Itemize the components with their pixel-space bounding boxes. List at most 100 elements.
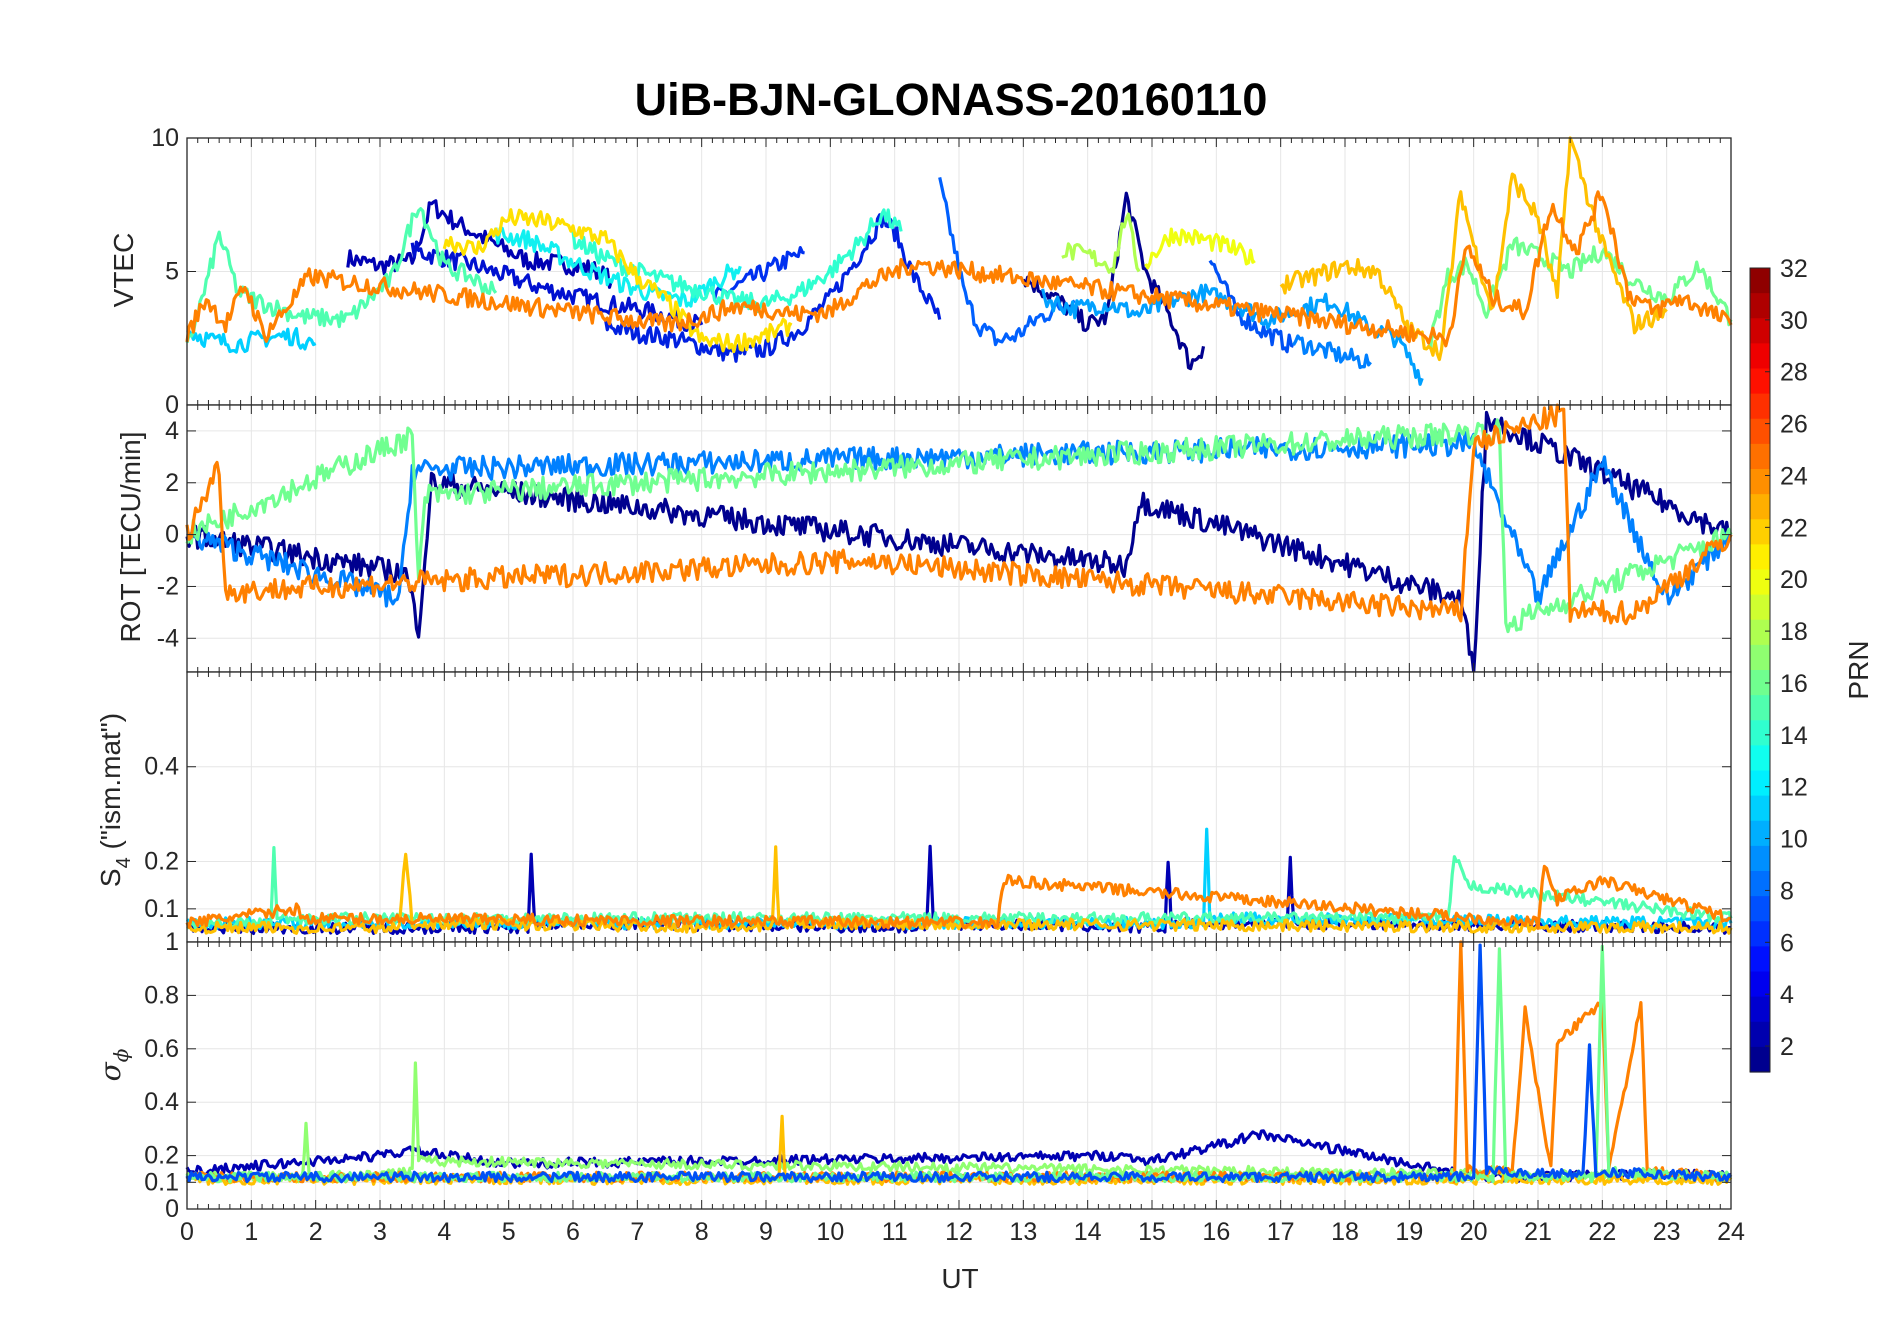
colorbar-segment	[1750, 569, 1770, 596]
x-tick-label: 10	[816, 1218, 844, 1246]
colorbar-segment	[1750, 619, 1770, 646]
vtec-series-prn20	[1144, 227, 1256, 270]
colorbar-tick-label: 14	[1780, 722, 1808, 750]
colorbar-segment	[1750, 1021, 1770, 1048]
vtec-series-prn2	[346, 199, 614, 289]
x-tick-label: 0	[180, 1218, 194, 1246]
s4-ylabel: S4 ("ism.mat")	[95, 713, 135, 887]
colorbar-tick-label: 8	[1780, 877, 1794, 905]
vtec-series-prn21	[442, 208, 793, 354]
x-tick-label: 3	[373, 1218, 387, 1246]
colorbar-segment	[1750, 644, 1770, 671]
colorbar-tick-label: 28	[1780, 359, 1808, 387]
colorbar-segment	[1750, 368, 1770, 395]
colorbar-segment	[1750, 393, 1770, 420]
x-tick-label: 19	[1395, 1218, 1423, 1246]
vtec-series-prn10	[1041, 283, 1424, 386]
x-tick-label: 7	[630, 1218, 644, 1246]
x-tick-label: 9	[759, 1218, 773, 1246]
x-tick-label: 16	[1202, 1218, 1230, 1246]
x-tick-label: 21	[1524, 1218, 1552, 1246]
rot-ytick-label: 0	[165, 521, 179, 549]
colorbar-tick-label: 2	[1780, 1033, 1794, 1061]
x-tick-label: 23	[1653, 1218, 1681, 1246]
s4-series-prn22	[186, 845, 1733, 935]
colorbar-frame	[1749, 267, 1771, 1073]
colorbar-segment	[1750, 544, 1770, 571]
s4-ylabel-sub: 4	[113, 857, 135, 868]
colorbar-segment	[1750, 519, 1770, 545]
colorbar-segment	[1750, 745, 1770, 772]
vtec-series-prn22	[1279, 136, 1668, 362]
sigma-ytick-label: 0.1	[144, 1168, 179, 1196]
x-tick-label: 14	[1074, 1218, 1102, 1246]
rot-ytick-label: 4	[165, 417, 179, 445]
x-tick-label: 22	[1588, 1218, 1616, 1246]
colorbar-tick-label: 32	[1780, 255, 1808, 283]
colorbar-tick-label: 20	[1780, 566, 1808, 594]
x-tick-label: 8	[695, 1218, 709, 1246]
vtec-ylabel: VTEC	[108, 233, 139, 308]
sigma-ylabel-symbol: σ	[94, 1061, 127, 1081]
vtec-series-prn3	[410, 240, 704, 332]
colorbar-tick-label: 4	[1780, 981, 1794, 1009]
colorbar-segment	[1750, 1046, 1770, 1073]
x-tick-label: 5	[502, 1218, 516, 1246]
colorbar-segment	[1750, 820, 1770, 847]
colorbar-tick-label: 10	[1780, 826, 1808, 854]
x-tick-label: 17	[1267, 1218, 1295, 1246]
s4-series-prn24	[185, 864, 1732, 930]
sigma-ytick-label: 0.6	[144, 1035, 179, 1063]
vtec-panel: 0 5 10	[151, 124, 1733, 419]
x-tick-label: 2	[309, 1218, 323, 1246]
rot-ytick-label: 2	[165, 469, 179, 497]
colorbar-tick-label: 12	[1780, 774, 1808, 802]
colorbar-segment	[1750, 594, 1770, 621]
rot-ytick-label: -2	[157, 572, 179, 600]
colorbar-segment	[1750, 720, 1770, 746]
vtec-ytick-label: 5	[165, 258, 179, 286]
x-tick-label: 24	[1717, 1218, 1745, 1246]
vtec-series-prn24	[185, 190, 1733, 348]
sigma-ytick-label: 0.8	[144, 981, 179, 1009]
s4-panel: 0.1 0.2 0.4	[144, 671, 1733, 943]
x-tick-label: 18	[1331, 1218, 1359, 1246]
x-axis-label: UT	[941, 1263, 978, 1294]
colorbar-tick-label: 26	[1780, 411, 1808, 439]
vtec-series-prn13	[494, 226, 742, 308]
vtec-series-prn18	[1061, 212, 1141, 274]
vtec-series-prn12	[186, 327, 317, 354]
sigma-panel: 00.10.2 0.4 0.6 0.8 1	[144, 928, 1733, 1223]
x-tick-label: 11	[882, 1218, 908, 1246]
x-tick-label: 4	[437, 1218, 451, 1246]
s4-ytick-label: 0.4	[144, 753, 179, 781]
x-tick-label: 15	[1138, 1218, 1166, 1246]
s4-ytick-label: 0.2	[144, 847, 179, 875]
sigma-series-prn6	[185, 943, 1733, 1184]
colorbar-tick-label: 22	[1780, 514, 1808, 542]
colorbar-label: PRN	[1843, 640, 1874, 699]
colorbar-segment	[1750, 494, 1770, 520]
colorbar-segment	[1750, 469, 1770, 495]
colorbar-segment	[1750, 293, 1770, 319]
x-tick-label: 6	[566, 1218, 580, 1246]
colorbar-segment	[1750, 670, 1770, 696]
vtec-series-prn6	[1208, 259, 1295, 354]
sigma-ytick-label: 1	[165, 928, 179, 956]
colorbar-segment	[1750, 770, 1770, 797]
sigma-ylabel-sub: ϕ	[109, 1048, 133, 1062]
colorbar-segment	[1750, 896, 1770, 922]
colorbar-segment	[1750, 996, 1770, 1023]
chart-title: UiB-BJN-GLONASS-20160110	[635, 74, 1268, 125]
sigma-ylabel: σϕ	[94, 1048, 133, 1081]
colorbar-segment	[1750, 318, 1770, 344]
x-tick-label: 20	[1460, 1218, 1488, 1246]
s4-ytick-label: 0.1	[144, 895, 179, 923]
colorbar-tick-label: 30	[1780, 307, 1808, 335]
colorbar-segment	[1750, 418, 1770, 445]
colorbar-segment	[1750, 871, 1770, 897]
vtec-series-prn8	[1292, 334, 1372, 370]
vtec-ytick-label: 0	[165, 391, 179, 419]
